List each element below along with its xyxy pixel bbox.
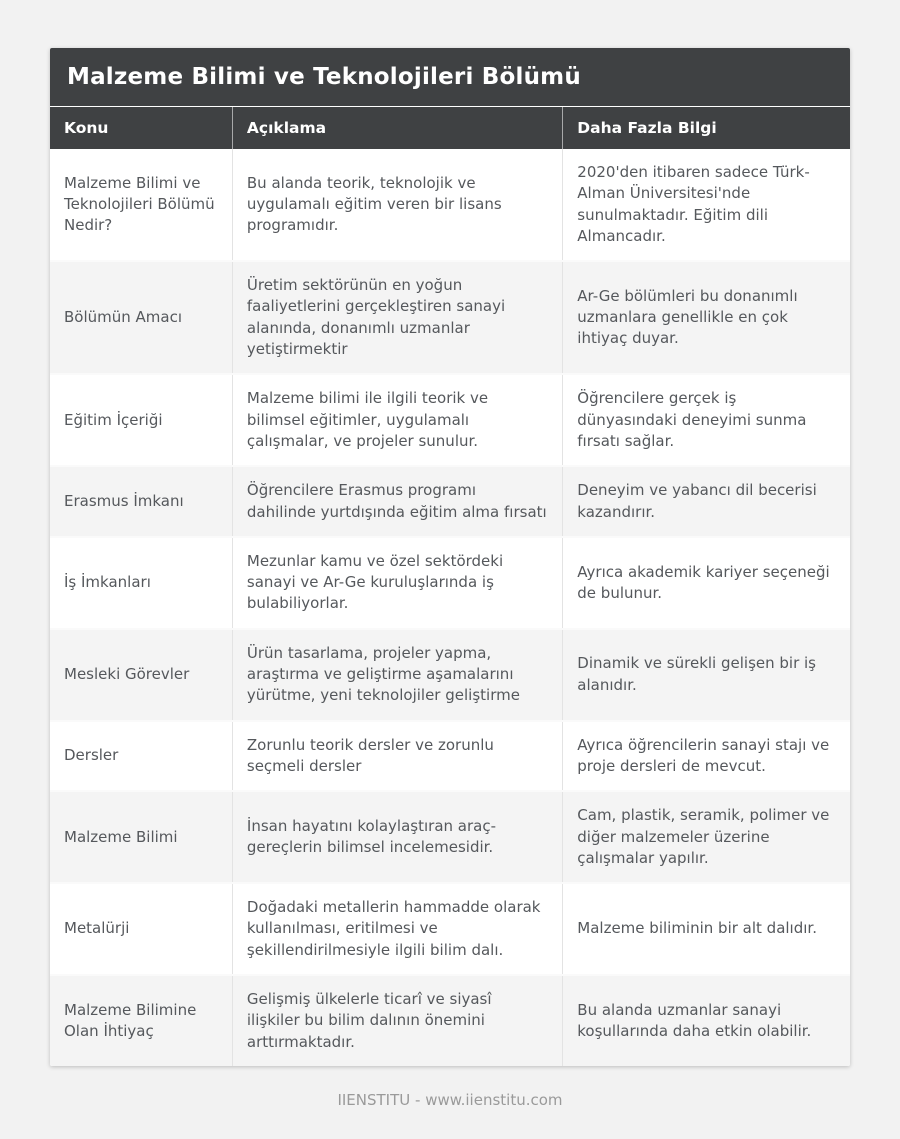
table-row: Malzeme Bilimine Olan İhtiyaç Gelişmiş ü… [50, 974, 850, 1066]
table-row: Dersler Zorunlu teorik dersler ve zorunl… [50, 719, 850, 792]
table-row: Erasmus İmkanı Öğrencilere Erasmus progr… [50, 465, 850, 537]
cell-aciklama: Üretim sektörünün en yoğun faaliyetlerin… [231, 260, 563, 375]
table-row: Malzeme Bilimi İnsan hayatını kolaylaştı… [50, 790, 850, 884]
cell-daha-fazla-bilgi: Ayrıca öğrencilerin sanayi stajı ve proj… [562, 719, 850, 792]
cell-aciklama: Bu alanda teorik, teknolojik ve uygulama… [231, 149, 563, 262]
cell-aciklama: Doğadaki metallerin hammadde olarak kull… [231, 882, 563, 976]
info-table: Konu Açıklama Daha Fazla Bilgi Malzeme B… [50, 106, 850, 1066]
cell-daha-fazla-bilgi: 2020'den itibaren sadece Türk-Alman Üniv… [562, 149, 850, 262]
cell-konu: Malzeme Bilimi [50, 790, 233, 884]
table-row: Bölümün Amacı Üretim sektörünün en yoğun… [50, 260, 850, 375]
info-table-card: Malzeme Bilimi ve Teknolojileri Bölümü K… [50, 48, 850, 1066]
cell-aciklama: Gelişmiş ülkelerle ticarî ve siyasî iliş… [231, 974, 563, 1066]
cell-konu: Malzeme Bilimi ve Teknolojileri Bölümü N… [50, 149, 233, 262]
cell-daha-fazla-bilgi: Ar-Ge bölümleri bu donanımlı uzmanlara g… [562, 260, 850, 375]
cell-konu: Dersler [50, 719, 233, 792]
table-row: Mesleki Görevler Ürün tasarlama, projele… [50, 627, 850, 721]
cell-daha-fazla-bilgi: Deneyim ve yabancı dil becerisi kazandır… [562, 465, 850, 537]
table-row: Eğitim İçeriği Malzeme bilimi ile ilgili… [50, 373, 850, 467]
table-row: Metalürji Doğadaki metallerin hammadde o… [50, 882, 850, 976]
cell-daha-fazla-bilgi: Malzeme biliminin bir alt dalıdır. [562, 882, 850, 976]
cell-konu: Metalürji [50, 882, 233, 976]
cell-daha-fazla-bilgi: Cam, plastik, seramik, polimer ve diğer … [562, 790, 850, 884]
column-header-daha-fazla-bilgi: Daha Fazla Bilgi [562, 106, 850, 149]
cell-konu: Mesleki Görevler [50, 627, 233, 721]
table-row: Malzeme Bilimi ve Teknolojileri Bölümü N… [50, 149, 850, 262]
page-title: Malzeme Bilimi ve Teknolojileri Bölümü [50, 48, 850, 106]
column-header-row: Konu Açıklama Daha Fazla Bilgi [50, 106, 850, 149]
cell-aciklama: Öğrencilere Erasmus programı dahilinde y… [231, 465, 563, 537]
cell-aciklama: Malzeme bilimi ile ilgili teorik ve bili… [231, 373, 563, 467]
cell-daha-fazla-bilgi: Bu alanda uzmanlar sanayi koşullarında d… [562, 974, 850, 1066]
column-header-aciklama: Açıklama [231, 106, 563, 149]
cell-daha-fazla-bilgi: Dinamik ve sürekli gelişen bir iş alanıd… [562, 627, 850, 721]
table-row: İş İmkanları Mezunlar kamu ve özel sektö… [50, 535, 850, 629]
cell-konu: Erasmus İmkanı [50, 465, 233, 537]
cell-aciklama: Mezunlar kamu ve özel sektördeki sanayi … [231, 535, 563, 629]
cell-konu: Malzeme Bilimine Olan İhtiyaç [50, 974, 233, 1066]
footer-credit: IIENSTITU - www.iienstitu.com [337, 1090, 563, 1109]
cell-konu: İş İmkanları [50, 535, 233, 629]
cell-aciklama: İnsan hayatını kolaylaştıran araç-gereçl… [231, 790, 563, 884]
cell-daha-fazla-bilgi: Ayrıca akademik kariyer seçeneği de bulu… [562, 535, 850, 629]
column-header-konu: Konu [50, 106, 233, 149]
cell-aciklama: Zorunlu teorik dersler ve zorunlu seçmel… [231, 719, 563, 792]
cell-konu: Bölümün Amacı [50, 260, 233, 375]
cell-aciklama: Ürün tasarlama, projeler yapma, araştırm… [231, 627, 563, 721]
cell-daha-fazla-bilgi: Öğrencilere gerçek iş dünyasındaki deney… [562, 373, 850, 467]
cell-konu: Eğitim İçeriği [50, 373, 233, 467]
